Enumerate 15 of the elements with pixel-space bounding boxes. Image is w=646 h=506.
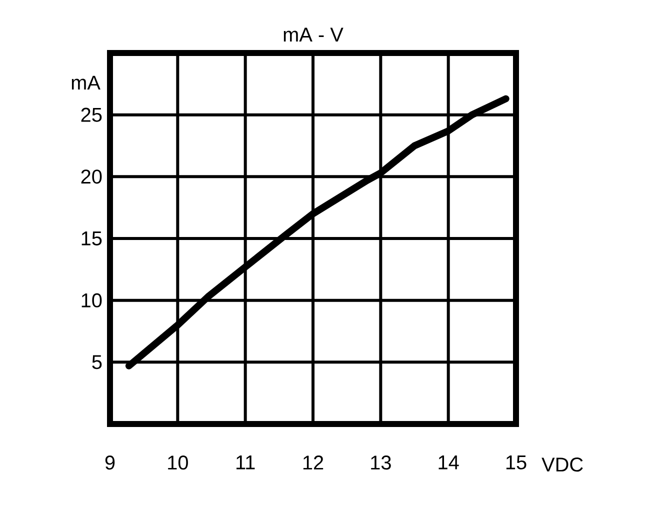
x-tick-label: 15	[506, 456, 526, 470]
x-tick-label: 10	[168, 456, 188, 470]
y-tick-label: 25	[81, 108, 102, 122]
x-tick-label: 11	[236, 456, 255, 470]
y-tick-label: 10	[82, 293, 102, 308]
y-tick-label: 15	[82, 232, 102, 246]
x-tick-label: 14	[438, 456, 459, 470]
chart-title: mA - V	[284, 28, 344, 42]
x-axis-title: VDC	[542, 458, 583, 472]
y-axis-title: mA	[72, 76, 100, 90]
y-tick-label: 20	[81, 170, 102, 184]
x-tick-label: 9	[105, 456, 115, 470]
y-tick-label: 5	[92, 355, 102, 370]
x-tick-label: 12	[303, 456, 324, 470]
x-tick-label: 13	[371, 456, 391, 470]
